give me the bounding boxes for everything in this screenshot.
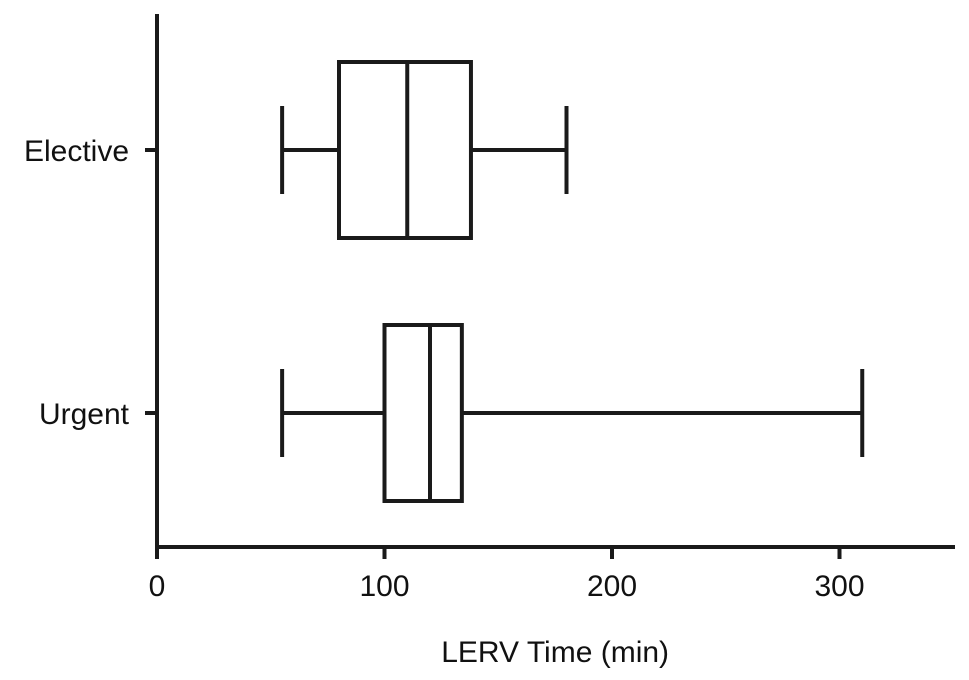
x-tick-label: 0 (149, 570, 166, 603)
x-tick-label: 100 (359, 570, 409, 603)
y-tick-label-elective: Elective (24, 135, 129, 168)
x-axis-title: LERV Time (min) (441, 636, 669, 669)
x-tick-label: 300 (814, 570, 864, 603)
y-tick-label-urgent: Urgent (39, 398, 130, 431)
urgent-box (382, 323, 464, 503)
elective-box (337, 60, 473, 240)
plot-area: 0 100 200 300 Elective Urgent (24, 14, 955, 603)
x-tick-label: 200 (587, 570, 637, 603)
